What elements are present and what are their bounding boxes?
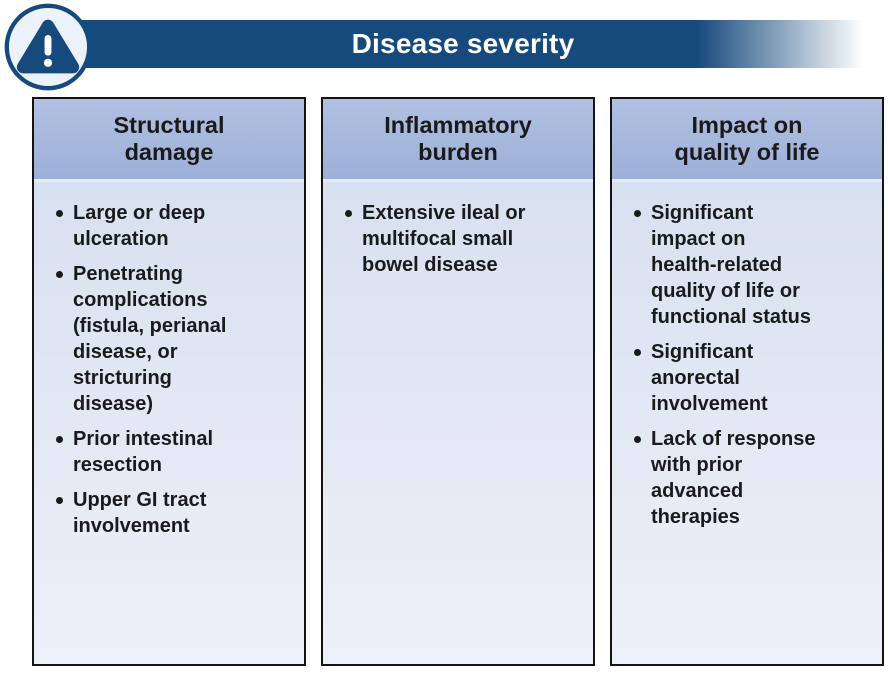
bullet-text: Prior intestinal resection: [73, 428, 214, 476]
warning-alert-icon-svg: [4, 3, 92, 91]
bullet-text: Penetrating complications (fistula, peri…: [73, 263, 227, 415]
columns-row: Structural damage Large or deep ulcerati…: [32, 97, 884, 666]
warning-alert-icon: [2, 1, 94, 93]
column-title-line: quality of life: [674, 139, 820, 165]
bullet-item: Significant anorectal involvement: [634, 339, 870, 417]
column-header: Inflammatory burden: [323, 99, 593, 182]
column-title-line: damage: [124, 139, 214, 165]
bullet-marker: [56, 210, 63, 217]
bullet-item: Large or deep ulceration: [56, 200, 292, 252]
bullet-list: Significant impact on health-related qua…: [612, 182, 882, 664]
banner: Disease severity: [58, 20, 888, 68]
bullet-list: Extensive ileal or multifocal small bowe…: [323, 182, 593, 664]
column-header: Impact on quality of life: [612, 99, 882, 182]
bullet-marker: [634, 210, 641, 217]
bullet-list: Large or deep ulceration Penetrating comp…: [34, 182, 304, 664]
bullet-text: Upper GI tract involvement: [73, 489, 207, 537]
bullet-item: Prior intestinal resection: [56, 426, 292, 478]
column-impact-quality-of-life: Impact on quality of life Significant im…: [610, 97, 884, 666]
bullet-marker: [56, 497, 63, 504]
bullet-marker: [345, 210, 352, 217]
column-header: Structural damage: [34, 99, 304, 182]
column-title-line: Impact on: [691, 112, 803, 138]
bullet-item: Upper GI tract involvement: [56, 487, 292, 539]
bullet-text: Lack of response with prior advanced the…: [651, 428, 816, 528]
bullet-text: Extensive ileal or multifocal small bowe…: [362, 202, 526, 276]
bullet-text: Significant anorectal involvement: [651, 341, 768, 415]
bullet-marker: [634, 436, 641, 443]
bullet-text: Significant impact on health-related qua…: [651, 202, 812, 328]
bullet-item: Lack of response with prior advanced the…: [634, 426, 870, 530]
bullet-marker: [56, 436, 63, 443]
exclamation-bar: [44, 35, 52, 56]
bullet-marker: [634, 349, 641, 356]
bullet-item: Extensive ileal or multifocal small bowe…: [345, 200, 581, 278]
column-title-line: burden: [418, 139, 498, 165]
bullet-text: Large or deep ulceration: [73, 202, 206, 250]
banner-title: Disease severity: [351, 28, 575, 59]
column-title-line: Structural: [113, 112, 225, 138]
exclamation-dot: [43, 58, 53, 67]
column-structural-damage: Structural damage Large or deep ulcerati…: [32, 97, 306, 666]
column-inflammatory-burden: Inflammatory burden Extensive ileal or m…: [321, 97, 595, 666]
bullet-marker: [56, 271, 63, 278]
column-title-line: Inflammatory: [384, 112, 532, 138]
bullet-item: Penetrating complications (fistula, peri…: [56, 261, 292, 417]
bullet-item: Significant impact on health-related qua…: [634, 200, 870, 330]
